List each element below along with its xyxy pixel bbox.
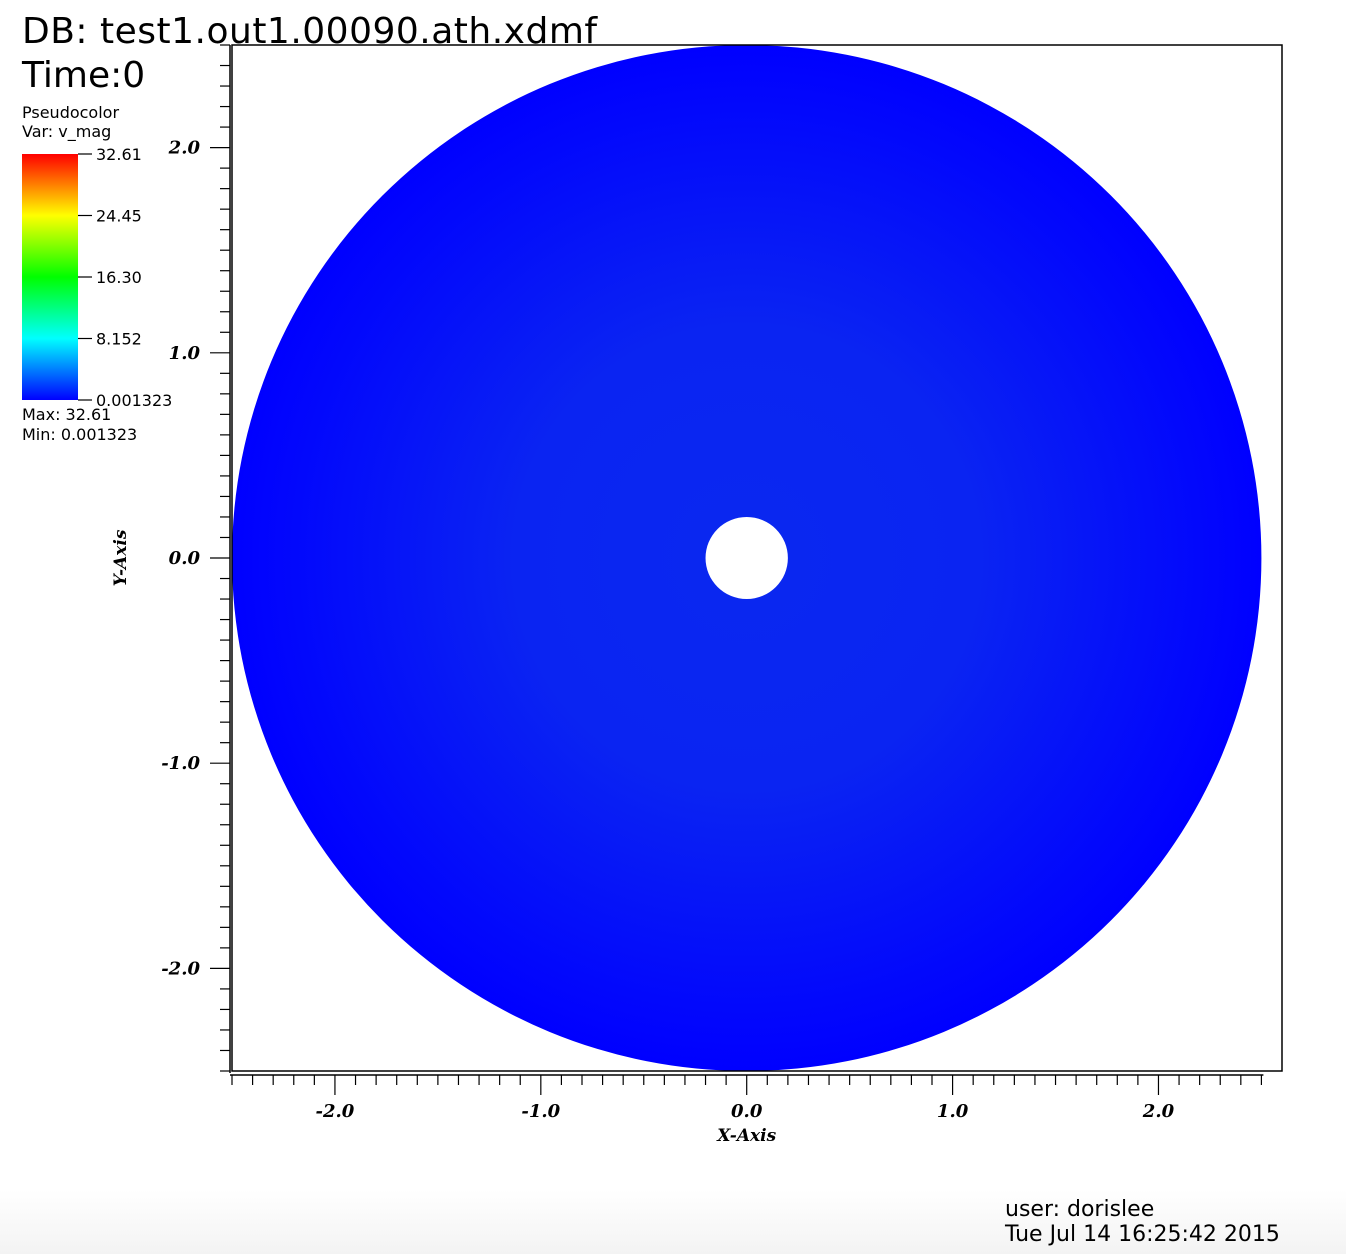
- plot-frame: [231, 44, 1283, 1072]
- legend-plot-type: Pseudocolor: [22, 103, 120, 122]
- user-label: user: dorislee: [1005, 1197, 1155, 1222]
- color-legend: 32.61 24.45 16.30 8.152 0.001323: [22, 145, 172, 410]
- bottom-background: [0, 1190, 1346, 1254]
- legend-tick-label: 16.30: [96, 268, 142, 287]
- plot-area: [231, 44, 1283, 1072]
- x-tick-label: -2.0: [316, 1101, 355, 1122]
- y-axis-title: Y-Axis: [111, 529, 131, 586]
- axes: -2.0 -1.0 0.0 1.0 2.0 2.0 1.0 0.0 -1.0 -2.0: [161, 44, 1264, 1122]
- x-tick-label: 1.0: [937, 1101, 969, 1122]
- legend-tick-label: 8.152: [96, 330, 142, 349]
- y-tick-label: 0.0: [169, 548, 201, 569]
- legend-tick-label: 24.45: [96, 207, 142, 226]
- y-tick-label: -2.0: [161, 958, 200, 979]
- legend-max-value: Max: 32.61: [22, 405, 112, 424]
- time-label: Time:0: [22, 55, 146, 96]
- y-tick-label: 2.0: [168, 138, 201, 159]
- x-axis-title: X-Axis: [716, 1126, 776, 1146]
- legend-tick-label: 32.61: [96, 145, 142, 164]
- x-tick-label: -1.0: [521, 1101, 560, 1122]
- legend-tick-label: 0.001323: [96, 391, 172, 410]
- annulus-data: [232, 45, 1262, 1072]
- y-tick-label: -1.0: [161, 753, 200, 774]
- x-tick-label: 0.0: [731, 1101, 763, 1122]
- legend-variable: Var: v_mag: [22, 122, 112, 141]
- colorbar: [22, 154, 78, 400]
- date-label: Tue Jul 14 16:25:42 2015: [1005, 1222, 1280, 1247]
- y-tick-label: 1.0: [169, 343, 201, 364]
- legend-min-value: Min: 0.001323: [22, 425, 138, 444]
- x-tick-label: 2.0: [1142, 1101, 1175, 1122]
